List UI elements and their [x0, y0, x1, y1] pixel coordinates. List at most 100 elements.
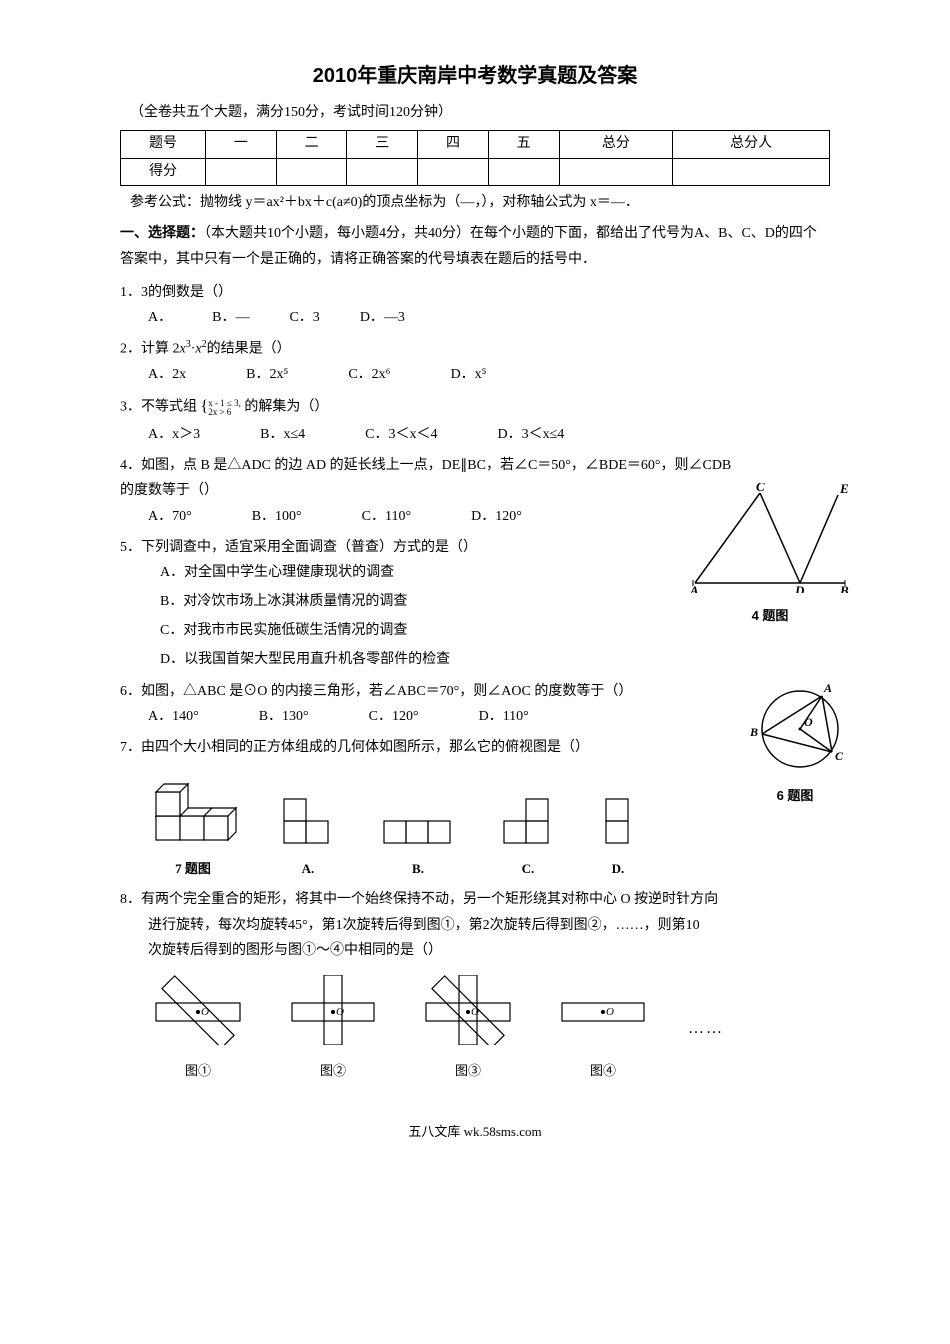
svg-text:O: O — [471, 1006, 479, 1018]
score-table: 题号 一 二 三 四 五 总分 总分人 得分 — [120, 130, 830, 186]
score-th-7: 总分人 — [673, 131, 830, 158]
q3-B: B．x≤4 — [260, 422, 305, 447]
q7-A-label: A. — [278, 859, 338, 880]
q1-B: B．— — [212, 305, 249, 330]
q3: 3．不等式组 {x - 1 ≤ 3,2x > 6 的解集为（） A．x＞3 B．… — [120, 393, 830, 447]
score-th-3: 三 — [347, 131, 418, 158]
svg-text:C: C — [835, 749, 844, 763]
q7-main-label: 7 题图 — [148, 859, 238, 880]
score-cell-7 — [673, 158, 830, 185]
q6-A: A．140° — [148, 704, 199, 729]
svg-text:E: E — [839, 483, 849, 496]
q1: 1．3的倒数是（） A． B．— C．3 D．—3 — [120, 280, 830, 330]
svg-text:B: B — [839, 583, 849, 593]
q1-stem: 1．3的倒数是（） — [120, 280, 830, 305]
q4-C: C．110° — [362, 504, 411, 529]
q4-fig-label: 4 题图 — [690, 606, 850, 627]
q2-B: B．2x⁵ — [246, 362, 288, 387]
q6-options: A．140° B．130° C．120° D．110° — [148, 704, 680, 729]
score-th-0: 题号 — [121, 131, 206, 158]
q8-fig4: O 图④ — [558, 975, 648, 1082]
q7-B-fig: B. — [378, 791, 458, 879]
q8-l3: 图③ — [418, 1061, 518, 1082]
q6-container: 6．如图，△ABC 是⊙O 的内接三角形，若∠ABC＝70°，则∠AOC 的度数… — [120, 679, 830, 761]
q2-D: D．x⁵ — [451, 362, 487, 387]
q8-fig2: O 图② — [288, 975, 378, 1082]
q7-B-svg — [378, 791, 458, 846]
svg-text:O: O — [606, 1006, 614, 1018]
q2-C: C．2x⁶ — [348, 362, 390, 387]
q6-stem: 6．如图，△ABC 是⊙O 的内接三角形，若∠ABC＝70°，则∠AOC 的度数… — [120, 679, 680, 704]
q7-D-label: D. — [598, 859, 638, 880]
q3-stem: 3．不等式组 {x - 1 ≤ 3,2x > 6 的解集为（） — [120, 393, 830, 422]
q2-stem-pre: 2．计算 2 — [120, 342, 180, 357]
q6-fig-label: 6 题图 — [740, 786, 850, 807]
q6-figure: A B C O 6 题图 — [740, 674, 850, 807]
page-footer: 五八文库 wk.58sms.com — [120, 1122, 830, 1143]
svg-text:O: O — [201, 1006, 209, 1018]
q4-D: D．120° — [471, 504, 522, 529]
q7-C-fig: C. — [498, 791, 558, 879]
score-th-2: 二 — [276, 131, 347, 158]
q4-container: 4．如图，点 B 是△ADC 的边 AD 的延长线上一点，DE∥BC，若∠C＝5… — [120, 453, 830, 673]
q8-l1: 图① — [148, 1061, 248, 1082]
q3-brace: { — [201, 398, 209, 415]
q2-A: A．2x — [148, 362, 186, 387]
q8-stem2: 进行旋转，每次均旋转45°，第1次旋转后得到图①，第2次旋转后得到图②，……，则… — [148, 913, 830, 938]
section1-label: 选择题： — [148, 226, 204, 241]
q4-stem1: 4．如图，点 B 是△ADC 的边 AD 的延长线上一点，DE∥BC，若∠C＝5… — [120, 453, 830, 478]
svg-text:O: O — [336, 1006, 344, 1018]
score-table-score-row: 得分 — [121, 158, 830, 185]
q7-main-fig: 7 题图 — [148, 766, 238, 879]
q4-svg: A C D B E — [690, 483, 850, 593]
q2-stem: 2．计算 2x3·x2的结果是（） — [120, 336, 830, 362]
q4-A: A．70° — [148, 504, 192, 529]
q5-A: A．对全国中学生心理健康现状的调查 — [160, 560, 620, 585]
q1-A: A． — [148, 305, 172, 330]
q7-B-label: B. — [378, 859, 458, 880]
q8-svg4: O — [558, 975, 648, 1045]
q6: 6．如图，△ABC 是⊙O 的内接三角形，若∠ABC＝70°，则∠AOC 的度数… — [120, 679, 680, 729]
svg-text:B: B — [749, 725, 758, 739]
score-cell-5 — [488, 158, 559, 185]
q7-A-svg — [278, 791, 338, 846]
q5-stem: 5．下列调查中，适宜采用全面调查（普查）方式的是（） — [120, 535, 620, 560]
q7-C-label: C. — [498, 859, 558, 880]
q3-A: A．x＞3 — [148, 422, 200, 447]
q3-D: D．3＜x≤4 — [498, 422, 565, 447]
q7: 7．由四个大小相同的正方体组成的几何体如图所示，那么它的俯视图是（） — [120, 735, 680, 760]
q8-fig3: O 图③ — [418, 975, 518, 1082]
q3-options: A．x＞3 B．x≤4 C．3＜x＜4 D．3＜x≤4 — [148, 422, 830, 447]
q6-C: C．120° — [369, 704, 419, 729]
q7-main-svg — [148, 766, 238, 846]
q3-ineq: x - 1 ≤ 3,2x > 6 — [208, 399, 241, 417]
formula-line: 参考公式：抛物线 y＝ax²＋bx＋c(a≠0)的顶点坐标为（—，），对称轴公式… — [130, 192, 830, 214]
score-cell-3 — [347, 158, 418, 185]
q8-svg2: O — [288, 975, 378, 1045]
q8-fig1: O 图① — [148, 975, 248, 1082]
score-cell-1 — [206, 158, 277, 185]
q1-C: C．3 — [289, 305, 319, 330]
q5-B: B．对冷饮市场上冰淇淋质量情况的调查 — [160, 589, 620, 614]
q1-options: A． B．— C．3 D．—3 — [148, 305, 830, 330]
score-table-header-row: 题号 一 二 三 四 五 总分 总分人 — [121, 131, 830, 158]
svg-text:C: C — [756, 483, 765, 494]
q5-C: C．对我市市民实施低碳生活情况的调查 — [160, 618, 620, 643]
q7-D-svg — [598, 791, 638, 846]
section1-desc: （本大题共10个小题，每小题4分，共40分）在每个小题的下面，都给出了代号为A、… — [120, 226, 817, 268]
q7-figures: 7 题图 A. B. C. — [148, 766, 830, 879]
q7-stem: 7．由四个大小相同的正方体组成的几何体如图所示，那么它的俯视图是（） — [120, 735, 680, 760]
q7-A-fig: A. — [278, 791, 338, 879]
q4-figure: A C D B E 4 题图 — [690, 483, 850, 626]
q8-l2: 图② — [288, 1061, 378, 1082]
score-row-label: 得分 — [121, 158, 206, 185]
q8-stem3: 次旋转后得到的图形与图①～④中相同的是（） — [148, 938, 830, 963]
score-cell-6 — [559, 158, 673, 185]
q3-stem-post: 的解集为（） — [241, 400, 329, 415]
q8: 8．有两个完全重合的矩形，将其中一个始终保持不动，另一个矩形绕其对称中心 O 按… — [120, 887, 830, 963]
q8-figures: O 图① O 图② O 图③ — [148, 975, 830, 1082]
q7-C-svg — [498, 791, 558, 846]
q8-svg3: O — [418, 975, 518, 1045]
q7-D-fig: D. — [598, 791, 638, 879]
q8-dots: …… — [688, 1016, 724, 1042]
